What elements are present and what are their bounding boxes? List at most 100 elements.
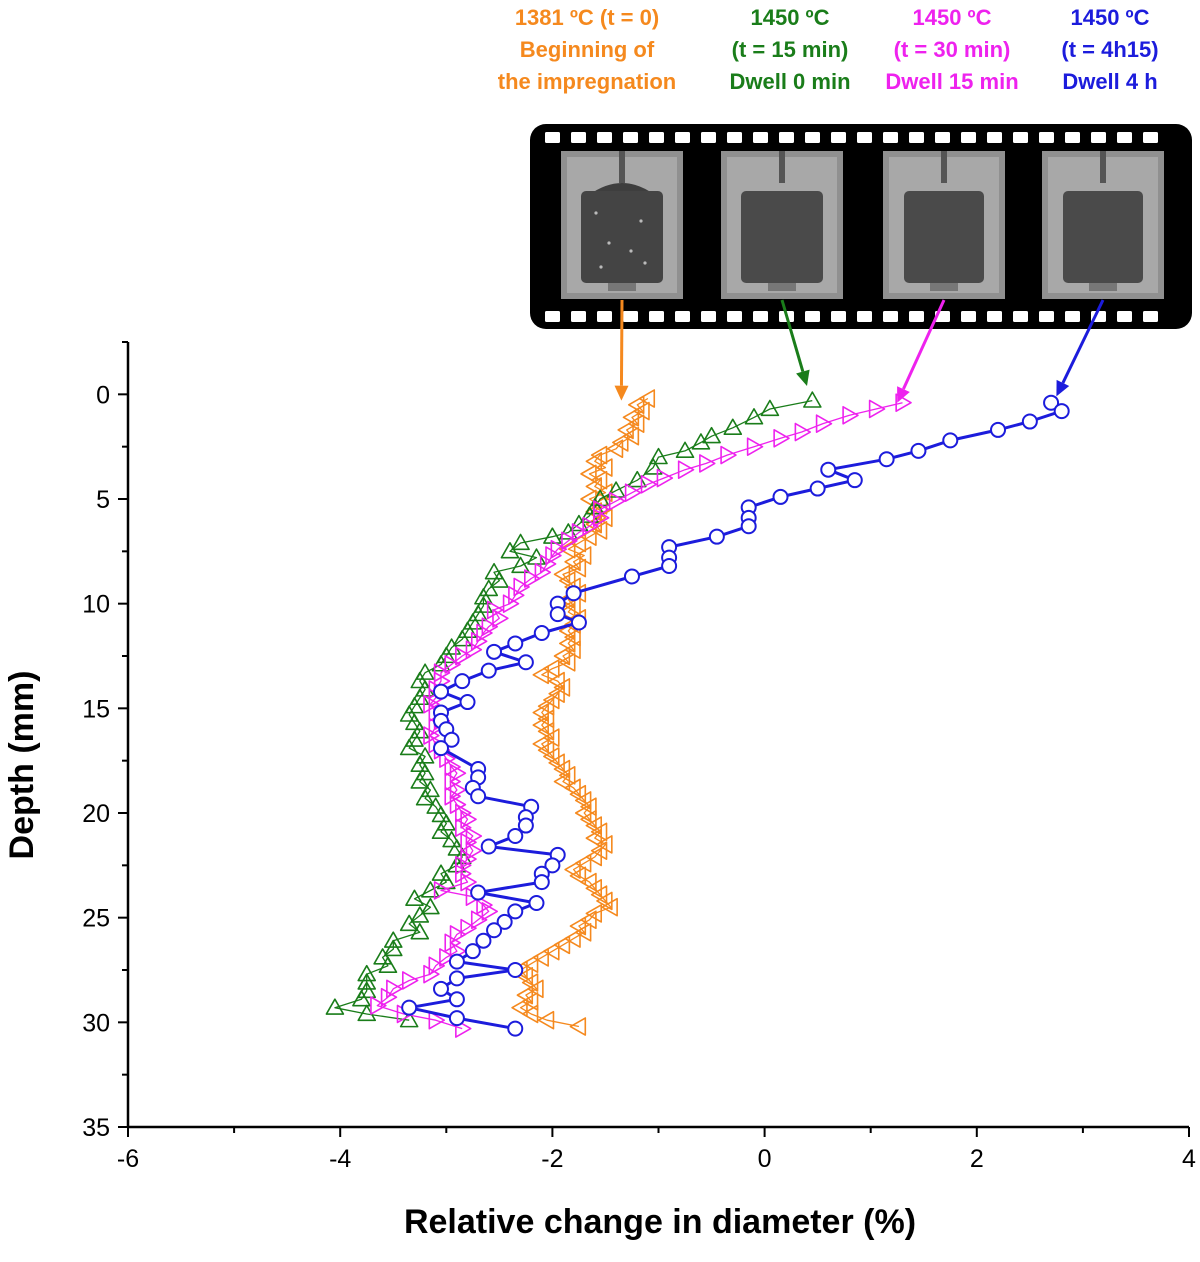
data-point (561, 531, 578, 551)
data-point (357, 981, 377, 999)
data-point (675, 441, 695, 459)
data-point (448, 1010, 465, 1027)
data-point (543, 728, 560, 747)
data-point (401, 971, 419, 990)
data-point (691, 433, 711, 450)
data-point (640, 475, 658, 494)
data-point (508, 585, 525, 605)
sample-pore (639, 219, 643, 223)
data-point (442, 830, 461, 848)
film-perforations-bottom (545, 311, 1158, 322)
data-point (521, 954, 539, 974)
data-point (606, 439, 624, 459)
data-point (677, 460, 695, 479)
data-point (399, 1010, 419, 1028)
data-point (470, 910, 488, 930)
film-frame-orange (561, 151, 683, 299)
data-point (942, 432, 959, 449)
film-perforation (805, 132, 820, 143)
data-point (548, 684, 565, 703)
film-perforation (545, 311, 560, 322)
data-point (431, 864, 451, 881)
data-point (383, 931, 403, 948)
data-point (565, 585, 582, 602)
data-point (580, 910, 597, 930)
sample-block (1063, 191, 1143, 283)
pushrod (779, 151, 785, 183)
data-point (569, 866, 587, 886)
data-point (585, 828, 603, 848)
film-perforation (961, 132, 976, 143)
data-point (415, 763, 435, 781)
data-point (564, 929, 581, 948)
y-tick-label: 5 (96, 486, 110, 514)
data-point (533, 624, 550, 641)
data-point (470, 632, 488, 651)
data-point (1043, 394, 1060, 411)
film-perforation (675, 311, 690, 322)
data-point (486, 643, 503, 660)
header-green-line-1: 1450 ºC (750, 5, 830, 30)
data-point (708, 528, 725, 545)
series-line (519, 397, 649, 1028)
data-point (455, 646, 472, 666)
arrow-orange (614, 299, 629, 401)
data-point (423, 726, 440, 745)
data-point (740, 518, 757, 535)
data-point (378, 956, 398, 973)
data-point (460, 809, 477, 829)
data-point (455, 864, 472, 884)
film-perforation (1065, 132, 1080, 143)
x-tick-label: 2 (970, 1145, 984, 1173)
data-point (401, 999, 418, 1016)
data-point (511, 998, 528, 1017)
sample-support (768, 283, 796, 291)
data-point (532, 665, 549, 685)
data-point (459, 694, 476, 711)
data-point (543, 659, 560, 678)
film-perforation (961, 311, 976, 322)
data-point (574, 853, 592, 873)
data-point (460, 918, 477, 938)
data-point (444, 933, 461, 953)
data-point (442, 638, 461, 655)
x-tick-label: 0 (758, 1145, 772, 1173)
data-point (878, 451, 895, 468)
data-point (476, 895, 493, 915)
data-point (455, 818, 472, 837)
data-point (423, 694, 440, 714)
data-point (405, 889, 424, 907)
film-perforation (1039, 132, 1054, 143)
header-orange: 1381 ºC (t = 0) Beginning of the impregn… (462, 2, 712, 98)
film-perforation (597, 132, 612, 143)
data-point (405, 713, 424, 731)
data-point (500, 542, 520, 559)
pushrod (619, 151, 625, 183)
arrow-green (780, 299, 810, 386)
data-point (794, 422, 812, 442)
film-perforation (649, 311, 664, 322)
data-point (458, 621, 477, 639)
x-tick-label: -2 (541, 1145, 563, 1173)
arrow-blue (1056, 299, 1105, 397)
film-perforation (935, 132, 950, 143)
data-point (585, 847, 603, 867)
data-point (513, 577, 530, 597)
film-perforation (753, 132, 768, 143)
data-point (773, 428, 790, 448)
data-point (410, 755, 430, 773)
y-tick-label: 0 (96, 381, 110, 409)
data-point (622, 426, 640, 446)
sample-block (581, 191, 663, 283)
film-frame-magenta (883, 151, 1005, 299)
series-line (407, 401, 1064, 1031)
film-perforation (909, 132, 924, 143)
data-point (534, 562, 552, 582)
data-point (465, 640, 483, 660)
film-perforation (1065, 311, 1080, 322)
data-point (521, 1004, 539, 1024)
data-point (444, 772, 461, 791)
arrow-shaft (780, 299, 805, 372)
data-point (468, 604, 488, 622)
data-point (486, 922, 503, 939)
